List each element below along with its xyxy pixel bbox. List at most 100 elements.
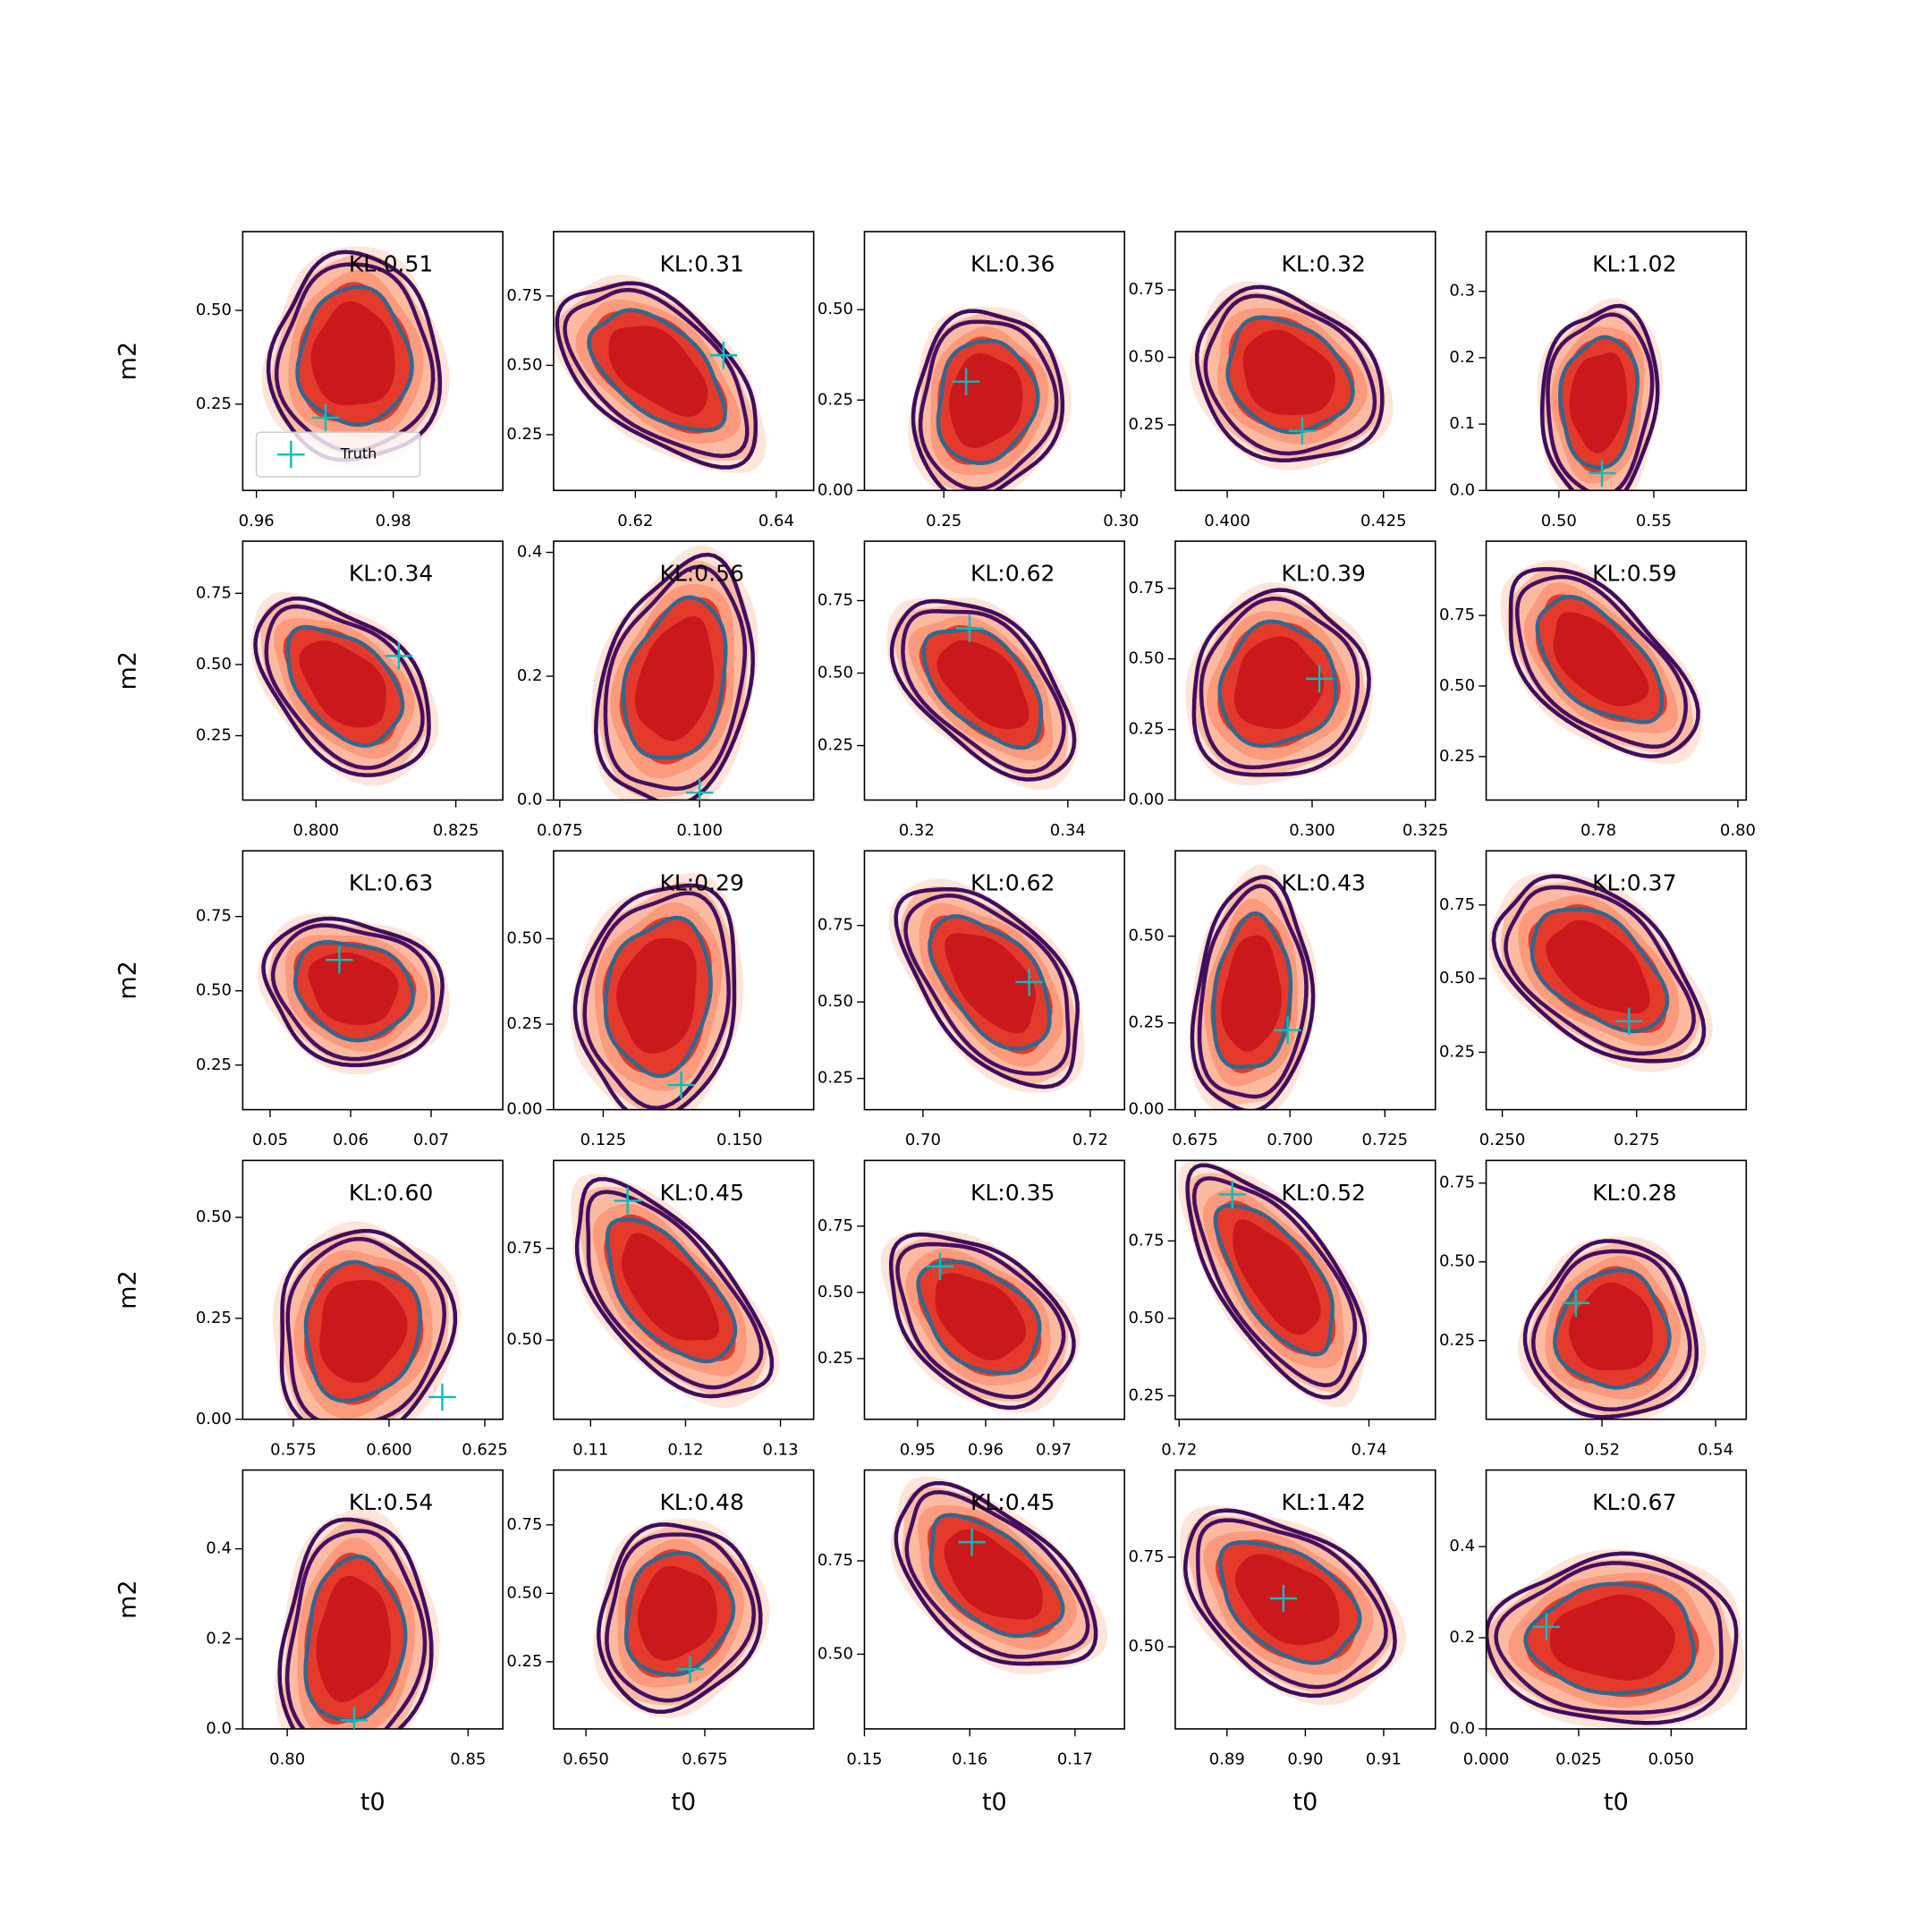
- x-tick-label: 0.025: [1555, 1750, 1602, 1769]
- y-tick-label: 0.50: [818, 1644, 853, 1663]
- contour: [1217, 1539, 1362, 1665]
- contour: [1185, 1163, 1368, 1400]
- x-tick-label: 0.96: [239, 512, 275, 530]
- y-tick-label: 0.50: [1128, 1309, 1164, 1327]
- contour: [277, 1517, 434, 1729]
- contours: [890, 1476, 1108, 1674]
- contour: [1494, 1561, 1724, 1716]
- truth-marker: [955, 614, 984, 642]
- y-tick-label: 0.25: [818, 736, 853, 755]
- truth-marker: [709, 342, 738, 369]
- truth-marker: [1588, 459, 1616, 487]
- y-tick-label: 0.0: [1449, 480, 1475, 499]
- y-axis-label: m2: [114, 342, 142, 380]
- contour: [284, 1529, 428, 1729]
- panel-title: KL:0.63: [349, 870, 433, 896]
- panel: 0.78 0.80 0.25 0.50 0.75 KL:0.59: [1439, 540, 1756, 840]
- x-tick-label: 0.32: [899, 821, 935, 840]
- panel: 0.650 0.675 0.25 0.50 0.75 KL:0.48 t0: [506, 1469, 815, 1817]
- panel: 0.25 0.30 0.00 0.25 0.50 KL:0.36: [818, 231, 1139, 530]
- y-tick-label: 0.25: [196, 1309, 232, 1327]
- truth-marker: [1288, 417, 1317, 445]
- contour: [1194, 284, 1385, 463]
- x-tick-label: 0.675: [682, 1750, 728, 1769]
- contours: [571, 872, 744, 1110]
- contour: [623, 1550, 736, 1677]
- contour: [1539, 303, 1660, 491]
- x-tick-label: 0.90: [1287, 1750, 1323, 1769]
- contour: [945, 933, 1037, 1034]
- contour: [1211, 911, 1293, 1070]
- panel: 0.50 0.55 0.0 0.1 0.2 0.3 KL:1.02: [1449, 231, 1748, 530]
- y-tick-label: 0.50: [506, 1583, 542, 1602]
- y-tick-label: 0.75: [818, 1551, 853, 1570]
- contours: [1500, 560, 1703, 765]
- y-tick-label: 0.2: [517, 666, 543, 685]
- x-tick-label: 0.64: [758, 512, 794, 530]
- contours: [591, 545, 758, 801]
- contour: [310, 301, 395, 406]
- contour: [1196, 1518, 1388, 1690]
- y-tick-label: 0.25: [1128, 415, 1164, 434]
- x-tick-label: 0.300: [1289, 821, 1335, 840]
- contour: [303, 1554, 408, 1723]
- panel: 0.11 0.12 0.13 0.50 0.75 KL:0.45: [506, 1159, 815, 1459]
- contour: [582, 891, 731, 1110]
- contour: [1508, 566, 1700, 758]
- axes-frame: [553, 231, 815, 492]
- x-tick-label: 0.80: [1720, 821, 1756, 840]
- contour: [603, 564, 747, 792]
- y-tick-label: 0.25: [196, 1055, 232, 1074]
- panel-title: KL:0.51: [349, 250, 433, 276]
- y-tick-label: 0.0: [517, 790, 543, 809]
- contour: [889, 598, 1077, 782]
- axes-frame: [1485, 1159, 1748, 1420]
- contours: [908, 307, 1072, 491]
- contour: [935, 1273, 1026, 1360]
- y-axis-label: m2: [114, 1270, 142, 1309]
- axes-frame: [863, 231, 1126, 492]
- y-tick-label: 0.25: [506, 425, 542, 444]
- contour: [1546, 919, 1650, 1014]
- panel: 0.96 0.98 0.25 0.50 KL:0.51 m2 Truth: [114, 231, 504, 530]
- y-tick-label: 0.00: [818, 480, 853, 499]
- y-tick-label: 0.75: [1128, 1547, 1164, 1566]
- y-axis-label: m2: [114, 961, 142, 999]
- x-tick-label: 0.72: [1072, 1131, 1108, 1149]
- x-tick-label: 0.98: [376, 512, 411, 530]
- contour: [1535, 594, 1665, 724]
- x-tick-label: 0.650: [563, 1750, 609, 1769]
- contours: [1487, 872, 1713, 1072]
- y-tick-label: 0.75: [1128, 280, 1164, 299]
- contour: [279, 1228, 458, 1419]
- axes-frame: [553, 540, 815, 801]
- panel-title: KL:0.67: [1592, 1489, 1676, 1515]
- contour: [253, 596, 431, 778]
- panel-title: KL:0.32: [1282, 250, 1366, 276]
- contours: [880, 1230, 1080, 1413]
- panel: 0.32 0.34 0.25 0.50 0.75 KL:0.62: [818, 540, 1126, 840]
- y-tick-label: 0.25: [196, 726, 232, 745]
- y-tick-label: 0.50: [818, 1283, 853, 1301]
- y-tick-label: 0.50: [196, 1208, 232, 1226]
- y-tick-label: 0.50: [196, 655, 232, 674]
- panel: 0.075 0.100 0.0 0.2 0.4 KL:0.56: [517, 540, 815, 840]
- contour: [1491, 874, 1707, 1063]
- contour: [1217, 619, 1338, 749]
- y-tick-label: 0.25: [818, 1069, 853, 1088]
- contour: [1191, 588, 1371, 777]
- contours: [886, 597, 1080, 791]
- x-tick-label: 0.675: [1172, 1131, 1218, 1149]
- contour: [303, 1259, 422, 1403]
- contour: [621, 1233, 719, 1341]
- panel-title: KL:0.35: [970, 1180, 1055, 1206]
- x-tick-label: 0.89: [1209, 1750, 1245, 1769]
- x-tick-label: 0.15: [846, 1750, 882, 1769]
- truth-marker: [1532, 1613, 1561, 1641]
- axes-frame: [553, 1469, 815, 1730]
- x-tick-label: 0.250: [1479, 1131, 1526, 1149]
- y-tick-label: 0.00: [196, 1410, 232, 1428]
- y-tick-label: 0.25: [818, 1349, 853, 1368]
- contour: [1221, 935, 1282, 1052]
